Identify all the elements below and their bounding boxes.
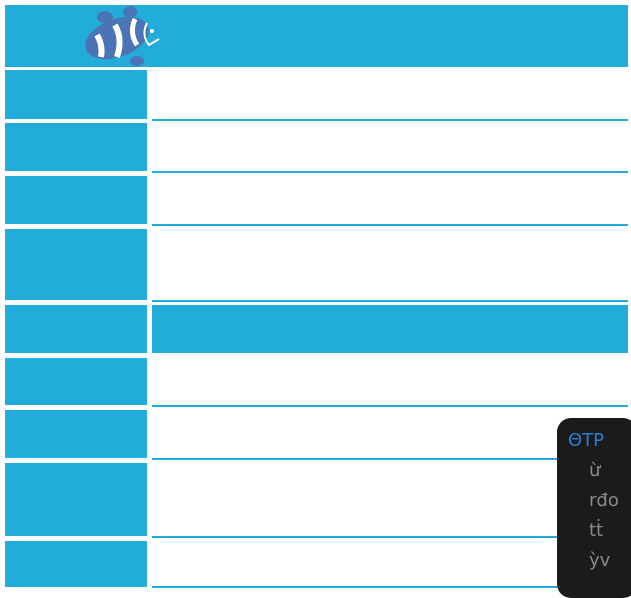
section-bar	[152, 305, 628, 353]
cell	[5, 305, 147, 353]
panel-item[interactable]: rđo	[589, 490, 619, 511]
divider	[152, 405, 628, 407]
panel-item[interactable]: ỳv	[589, 550, 610, 571]
panel-item[interactable]: tṫ	[589, 520, 603, 541]
cell	[5, 123, 147, 171]
panel-item[interactable]: ừ	[589, 460, 600, 481]
panel-title: ΘTP	[568, 430, 604, 451]
cell	[5, 410, 147, 458]
cell	[5, 358, 147, 405]
page: ΘTP ừ rđo tṫ ỳv (() => { const data = JS…	[0, 0, 631, 589]
cell	[5, 463, 147, 536]
cell	[5, 229, 147, 300]
popup-panel[interactable]: ΘTP ừ rđo tṫ ỳv	[557, 418, 631, 598]
divider	[152, 300, 628, 302]
divider	[152, 224, 628, 226]
header	[5, 5, 628, 67]
divider	[152, 171, 628, 173]
logo	[75, 5, 175, 67]
cell	[5, 541, 147, 587]
cell	[5, 176, 147, 224]
cell	[5, 70, 147, 119]
divider	[152, 119, 628, 121]
